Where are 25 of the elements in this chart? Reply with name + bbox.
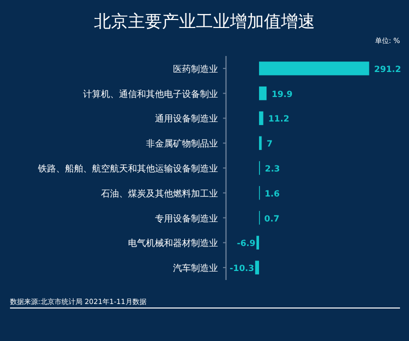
- y-tick-label: 非金属矿物制品业: [146, 138, 218, 150]
- bar: [259, 111, 264, 126]
- data-label: 0.7: [264, 214, 280, 224]
- y-tick-label: 计算机、通信和其他电子设备制业: [83, 88, 218, 100]
- data-label: -10.3: [230, 264, 254, 274]
- bar: [256, 236, 260, 250]
- chart-title: 北京主要产业工业增加值增速: [94, 12, 315, 32]
- data-label: 19.9: [272, 90, 293, 100]
- data-label: 1.6: [264, 189, 280, 200]
- bar: [259, 86, 267, 100]
- data-label: 7: [266, 140, 273, 150]
- bar: [259, 136, 262, 150]
- y-tick-label: 汽车制造业: [173, 263, 218, 274]
- bar: [259, 62, 370, 76]
- data-label: -6.9: [236, 239, 256, 250]
- bar: [255, 260, 260, 274]
- y-tick-label: 专用设备制造业: [155, 213, 218, 224]
- y-tick-label: 石油、煤炭及其他燃料加工业: [101, 188, 218, 200]
- data-label: 11.2: [268, 114, 290, 125]
- data-label: 2.3: [264, 164, 280, 174]
- y-tick-label: 铁路、船舶、航空航天和其他运输设备制造业: [37, 164, 218, 174]
- y-tick-label: 电气机械和器材制造业: [128, 238, 218, 250]
- data-label: 291.2: [374, 64, 402, 75]
- y-tick-label: 医药制造业: [173, 64, 218, 75]
- y-tick-label: 通用设备制造业: [155, 114, 218, 125]
